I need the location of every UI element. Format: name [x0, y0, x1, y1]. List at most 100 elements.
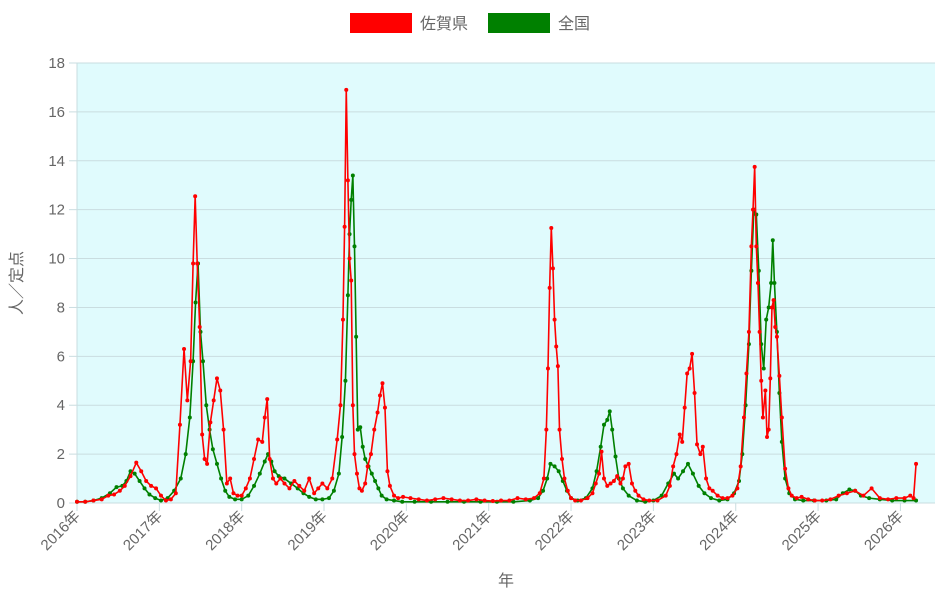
data-point[interactable]: [562, 476, 567, 481]
data-point[interactable]: [416, 497, 421, 502]
data-point[interactable]: [182, 347, 187, 351]
data-point[interactable]: [559, 457, 564, 461]
data-point[interactable]: [709, 496, 714, 501]
data-point[interactable]: [557, 427, 562, 432]
data-point[interactable]: [354, 471, 359, 476]
data-point[interactable]: [741, 415, 746, 420]
data-point[interactable]: [759, 378, 764, 383]
data-point[interactable]: [676, 476, 681, 481]
data-point[interactable]: [598, 444, 603, 449]
data-point[interactable]: [844, 491, 849, 496]
data-point[interactable]: [690, 471, 695, 476]
data-point[interactable]: [200, 359, 205, 364]
data-point[interactable]: [620, 486, 625, 491]
data-point[interactable]: [239, 493, 244, 498]
data-point[interactable]: [183, 452, 188, 457]
data-point[interactable]: [178, 476, 183, 481]
data-point[interactable]: [307, 494, 312, 499]
data-point[interactable]: [262, 459, 267, 464]
data-point[interactable]: [847, 487, 852, 492]
data-point[interactable]: [511, 499, 516, 504]
data-point[interactable]: [122, 483, 127, 488]
data-point[interactable]: [325, 486, 330, 491]
data-point[interactable]: [368, 452, 373, 457]
data-point[interactable]: [783, 466, 788, 471]
data-point[interactable]: [867, 496, 872, 501]
data-point[interactable]: [633, 488, 638, 493]
data-point[interactable]: [228, 476, 233, 481]
data-point[interactable]: [282, 476, 287, 481]
data-point[interactable]: [424, 498, 429, 503]
data-point[interactable]: [163, 498, 168, 503]
data-point[interactable]: [392, 498, 397, 503]
data-point[interactable]: [193, 300, 198, 305]
data-point[interactable]: [185, 398, 190, 403]
data-point[interactable]: [441, 496, 446, 501]
data-point[interactable]: [384, 497, 389, 502]
data-point[interactable]: [274, 481, 279, 486]
data-point[interactable]: [801, 498, 806, 503]
data-point[interactable]: [344, 87, 349, 92]
data-point[interactable]: [601, 422, 606, 427]
data-point[interactable]: [313, 497, 318, 502]
data-point[interactable]: [789, 493, 794, 498]
data-point[interactable]: [556, 469, 561, 474]
data-point[interactable]: [687, 366, 692, 371]
data-point[interactable]: [214, 461, 219, 466]
data-point[interactable]: [482, 498, 487, 503]
data-point[interactable]: [911, 496, 916, 501]
data-point[interactable]: [114, 485, 119, 490]
data-point[interactable]: [262, 415, 267, 420]
data-point[interactable]: [149, 483, 154, 488]
data-point[interactable]: [128, 474, 133, 479]
data-point[interactable]: [336, 471, 341, 476]
data-point[interactable]: [340, 317, 345, 322]
data-point[interactable]: [594, 469, 599, 474]
data-point[interactable]: [227, 494, 232, 499]
data-point[interactable]: [357, 486, 362, 491]
data-point[interactable]: [674, 452, 679, 457]
data-point[interactable]: [749, 244, 754, 249]
data-point[interactable]: [786, 486, 791, 491]
data-point[interactable]: [380, 381, 385, 386]
data-point[interactable]: [302, 488, 307, 493]
data-point[interactable]: [626, 493, 631, 498]
data-point[interactable]: [861, 493, 866, 498]
data-point[interactable]: [545, 476, 550, 481]
data-point[interactable]: [914, 498, 919, 503]
data-point[interactable]: [806, 497, 811, 502]
data-point[interactable]: [886, 497, 891, 502]
data-point[interactable]: [536, 496, 541, 501]
data-point[interactable]: [698, 452, 703, 457]
data-point[interactable]: [352, 244, 357, 249]
data-point[interactable]: [112, 492, 117, 497]
data-point[interactable]: [218, 388, 223, 393]
data-point[interactable]: [655, 498, 660, 503]
data-point[interactable]: [202, 457, 207, 461]
data-point[interactable]: [208, 420, 213, 425]
data-point[interactable]: [757, 329, 762, 334]
data-point[interactable]: [765, 435, 770, 439]
data-point[interactable]: [385, 469, 390, 474]
data-point[interactable]: [720, 496, 725, 501]
data-point[interactable]: [715, 493, 720, 498]
data-point[interactable]: [707, 486, 712, 491]
data-point[interactable]: [205, 461, 210, 466]
data-point[interactable]: [191, 261, 196, 266]
data-point[interactable]: [267, 457, 272, 461]
data-point[interactable]: [466, 498, 471, 503]
data-point[interactable]: [365, 464, 370, 469]
data-point[interactable]: [702, 491, 707, 496]
data-point[interactable]: [168, 497, 173, 502]
data-point[interactable]: [545, 366, 550, 371]
data-point[interactable]: [239, 497, 244, 502]
data-point[interactable]: [692, 391, 697, 395]
data-point[interactable]: [400, 499, 405, 504]
data-point[interactable]: [363, 457, 368, 461]
data-point[interactable]: [260, 439, 265, 444]
data-point[interactable]: [252, 483, 257, 488]
data-point[interactable]: [382, 405, 387, 410]
data-point[interactable]: [629, 481, 634, 486]
data-point[interactable]: [667, 483, 672, 488]
data-point[interactable]: [247, 476, 252, 481]
